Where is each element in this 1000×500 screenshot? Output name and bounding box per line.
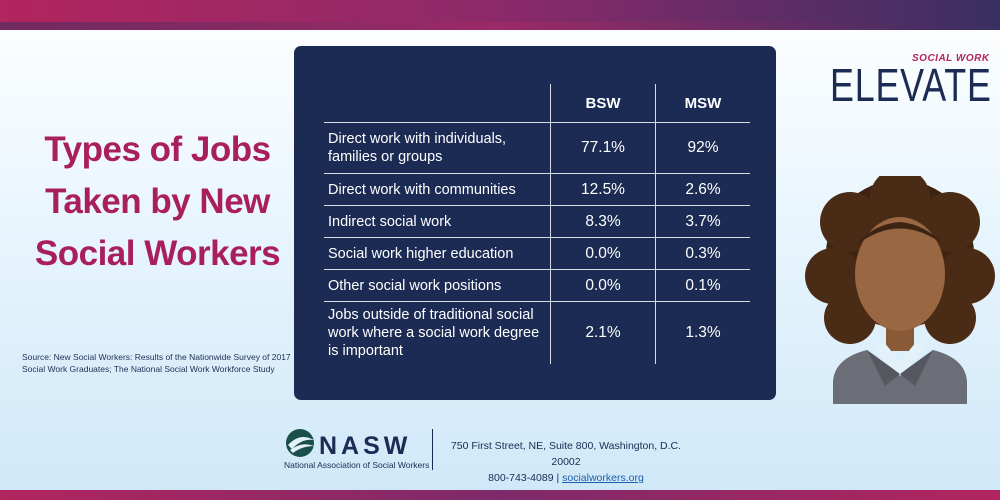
row-label: Other social work positions: [324, 269, 551, 302]
row-label: Indirect social work: [324, 205, 551, 238]
msw-value: 92%: [655, 122, 750, 174]
msw-value: 3.7%: [655, 205, 750, 238]
data-panel: BSW MSW Direct work with individuals, fa…: [294, 46, 776, 400]
nasw-full-name: National Association of Social Workers: [284, 460, 430, 470]
footer-divider: [432, 429, 433, 470]
table-row: Jobs outside of traditional social work …: [324, 301, 750, 364]
row-label: Direct work with individuals, families o…: [324, 122, 551, 174]
nasw-logo-icon: [286, 429, 314, 457]
row-label: Jobs outside of traditional social work …: [324, 301, 551, 364]
contact-block: 750 First Street, NE, Suite 800, Washing…: [446, 438, 686, 486]
msw-value: 1.3%: [655, 301, 750, 364]
header-blank: [324, 84, 551, 123]
bsw-value: 0.0%: [550, 269, 656, 302]
table-row: Other social work positions 0.0% 0.1%: [324, 269, 750, 302]
nasw-wordmark: NASW: [319, 432, 412, 460]
page-title: Types of Jobs Taken by New Social Worker…: [34, 130, 281, 273]
table-row: Indirect social work 8.3% 3.7%: [324, 205, 750, 238]
phone-number: 800-743-4089: [488, 472, 554, 484]
website-link[interactable]: socialworkers.org: [562, 472, 644, 484]
msw-value: 0.3%: [655, 237, 750, 270]
bsw-value: 2.1%: [550, 301, 656, 364]
bsw-value: 8.3%: [550, 205, 656, 238]
header-bsw: BSW: [550, 84, 656, 123]
row-label: Social work higher education: [324, 237, 551, 270]
bsw-value: 12.5%: [550, 173, 656, 206]
msw-value: 0.1%: [655, 269, 750, 302]
header-msw: MSW: [655, 84, 750, 123]
table-row: Social work higher education 0.0% 0.3%: [324, 237, 750, 270]
jobs-table: BSW MSW Direct work with individuals, fa…: [324, 84, 750, 364]
separator: |: [556, 472, 560, 484]
bsw-value: 77.1%: [550, 122, 656, 174]
social-worker-avatar-icon: [805, 176, 995, 404]
row-label: Direct work with communities: [324, 173, 551, 206]
table-header-row: BSW MSW: [324, 84, 750, 123]
bottom-banner: [0, 490, 1000, 500]
address-line: 750 First Street, NE, Suite 800, Washing…: [450, 440, 682, 468]
brand-logo: ELEVATE: [830, 59, 992, 111]
top-banner: [0, 0, 1000, 30]
table-row: Direct work with communities 12.5% 2.6%: [324, 173, 750, 206]
source-citation: Source: New Social Workers: Results of t…: [22, 352, 291, 374]
bsw-value: 0.0%: [550, 237, 656, 270]
phone-web-line: 800-743-4089 | socialworkers.org: [446, 470, 686, 486]
table-row: Direct work with individuals, families o…: [324, 122, 750, 174]
msw-value: 2.6%: [655, 173, 750, 206]
brand-tagline: SOCIAL WORK: [912, 53, 990, 64]
